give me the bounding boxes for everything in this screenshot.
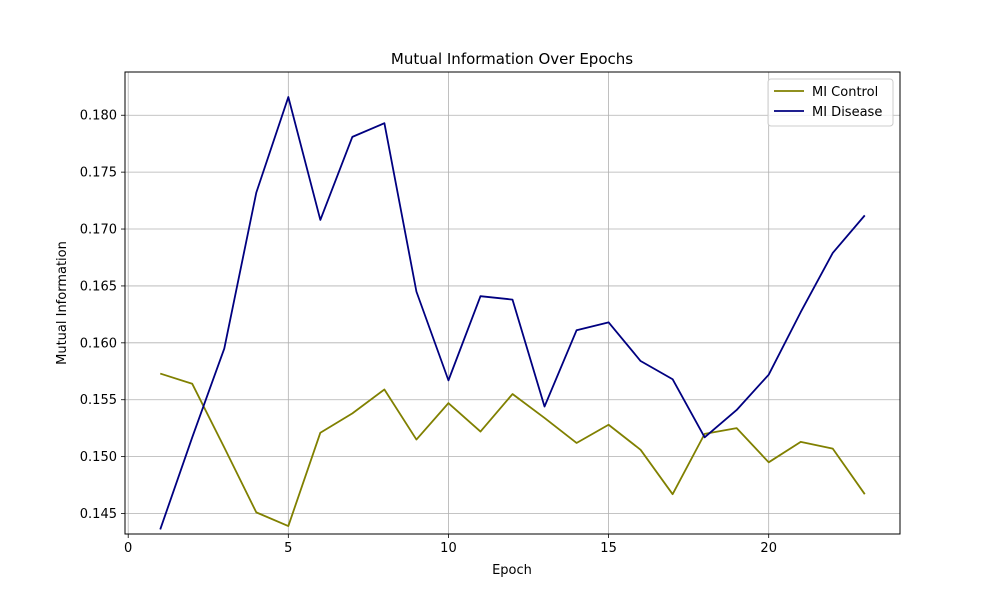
series-line-mi-control <box>159 372 866 527</box>
grid-layer <box>125 72 900 534</box>
y-tick-label: 0.160 <box>80 336 117 351</box>
plot-frame <box>124 71 901 535</box>
legend-label-mi-control: MI Control <box>812 85 878 100</box>
y-tick-layer: 0.145 0.150 0.155 0.160 0.165 0.170 0.175 0.180 <box>80 109 125 522</box>
x-tick-label: 5 <box>284 541 292 556</box>
x-tick-label: 0 <box>124 541 132 556</box>
x-axis-label: Epoch <box>492 563 532 578</box>
y-tick-label: 0.155 <box>80 393 117 408</box>
y-axis-label: Mutual Information <box>55 241 70 365</box>
y-tick-label: 0.175 <box>80 166 117 181</box>
x-tick-label: 15 <box>600 541 617 556</box>
y-tick-label: 0.165 <box>80 279 117 294</box>
y-tick-label: 0.170 <box>80 223 117 238</box>
y-tick-label: 0.150 <box>80 450 117 465</box>
legend-label-mi-disease: MI Disease <box>812 105 882 120</box>
series-layer <box>159 96 866 530</box>
y-tick-label: 0.180 <box>80 109 117 124</box>
x-tick-label: 20 <box>760 541 777 556</box>
x-tick-label: 10 <box>440 541 457 556</box>
legend: MI Control MI Disease <box>767 78 894 127</box>
y-tick-label: 0.145 <box>80 507 117 522</box>
x-tick-layer: 0 5 10 15 20 <box>124 534 777 556</box>
series-line-mi-disease <box>159 96 866 530</box>
chart-title: Mutual Information Over Epochs <box>391 50 633 68</box>
